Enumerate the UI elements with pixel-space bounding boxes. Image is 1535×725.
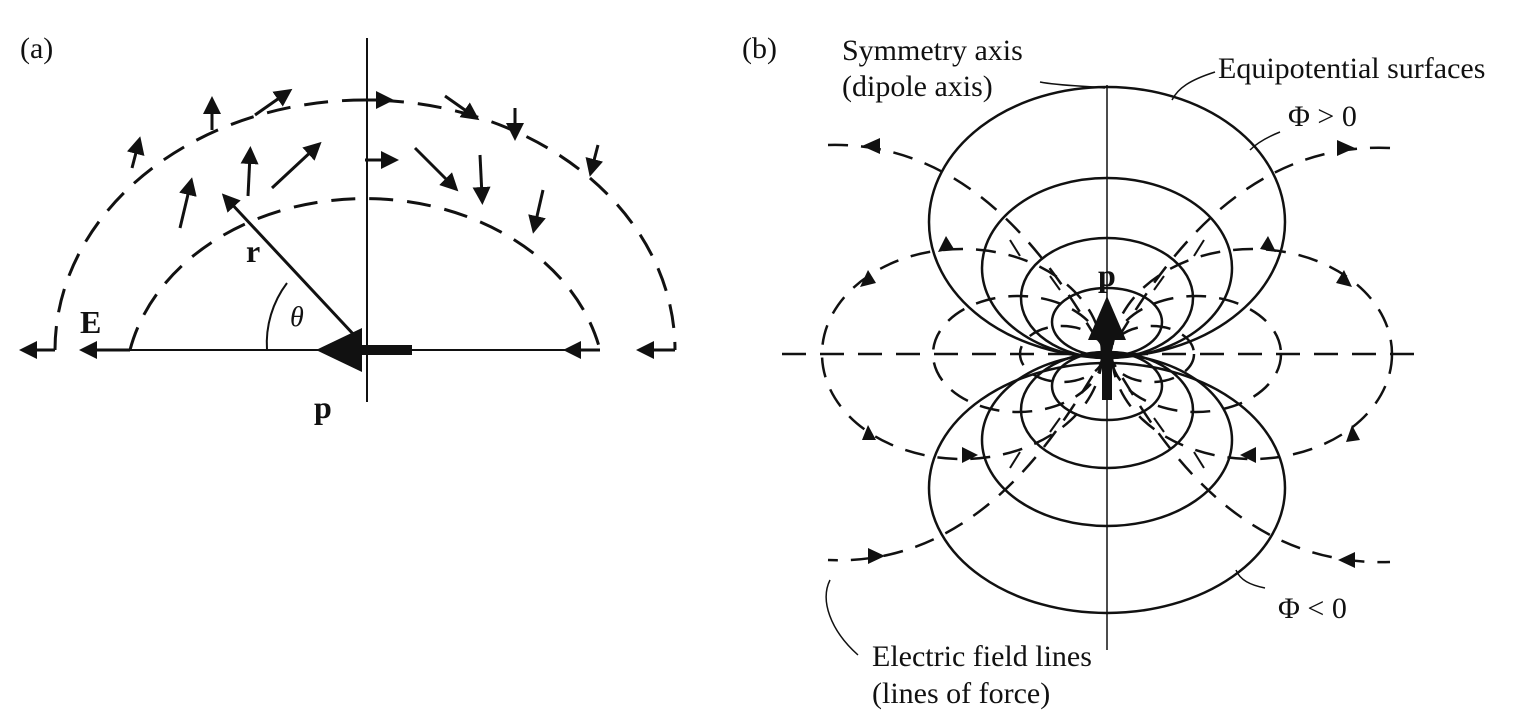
field-arrowhead [1346,425,1360,442]
phi-positive-label: Φ > 0 [1288,100,1357,133]
field-arrowhead [862,425,876,440]
dipole-arrow-b [1088,296,1126,400]
radius-label: r [246,233,260,269]
field-arrow [444,94,480,121]
panel-a-outer-circle [53,98,677,351]
field-arrowhead [1336,270,1352,287]
field-arrowhead [1240,447,1256,463]
crossing-tick [1009,451,1021,469]
field-arrowhead [1337,140,1355,156]
crossing-tick [1153,275,1165,291]
crossing-tick [1193,451,1205,469]
field-label-e: E [80,304,101,340]
angle-arc [265,282,288,351]
field-arrowhead [868,548,885,564]
field-line-oval-right-1 [1110,247,1394,461]
equipotential-surfaces [927,85,1287,615]
panel-a-outer-field-arrows [127,88,603,177]
panel-b: (b) [742,32,1485,710]
panel-a-inner-field-arrows [178,141,546,234]
equipotential-leader [1171,71,1216,101]
symmetry-axis-label-line2: (dipole axis) [842,70,993,103]
crossing-tick [1049,275,1061,291]
crossing-ticks [1009,239,1205,469]
field-arrow [178,177,197,229]
field-arrowhead [1338,552,1355,568]
phi-positive-leader [1249,131,1281,151]
leader-lines [825,71,1281,656]
phi-negative-label: Φ < 0 [1278,592,1347,625]
dipole-label-b: p [1098,257,1116,293]
field-arrow [127,136,145,169]
equipotential-label: Equipotential surfaces [1218,52,1485,85]
crossing-tick [1009,239,1021,257]
field-lines-label-line2: (lines of force) [872,677,1050,710]
field-line-arrowheads [860,138,1360,568]
field-arrowhead [962,447,978,463]
panel-a: (a) [19,32,677,425]
field-arrowhead [862,138,880,154]
field-arrow [254,88,293,117]
field-arrowhead [938,236,954,252]
field-arrowhead [1260,236,1276,252]
crossing-tick [1049,417,1061,433]
phi-negative-leader [1235,569,1266,589]
field-lines-label-line1: Electric field lines [872,640,1092,673]
field-arrow [528,189,546,234]
field-lines-leader [825,579,859,656]
dipole-label-a: p [314,389,332,425]
field-arrow [240,146,259,197]
panel-a-label: (a) [20,32,53,65]
panel-b-label: (b) [742,32,777,65]
radius-vector [221,193,357,338]
symmetry-axis-leader [1039,81,1106,89]
symmetry-axis-label-line1: Symmetry axis [842,34,1023,67]
field-arrowhead [860,270,876,287]
crossing-tick [1193,239,1205,257]
field-line-oval-right-2 [1109,294,1283,414]
field-arrow [585,144,603,177]
field-arrow [472,154,491,205]
angle-label: θ [290,302,304,333]
field-arrow [270,141,322,190]
panel-a-inner-circle [128,197,602,351]
crossing-tick [1153,417,1165,433]
field-arrow [413,146,459,192]
dipole-arrow-a [316,328,412,372]
